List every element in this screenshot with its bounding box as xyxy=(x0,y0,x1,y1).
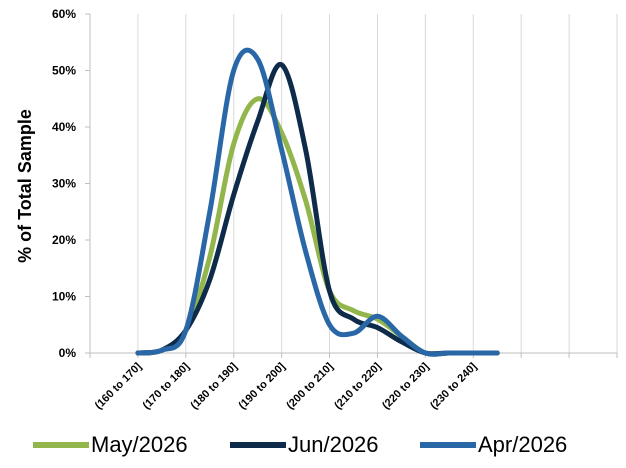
x-tick-label: (230 to 240] xyxy=(428,360,480,412)
vertical-gridlines xyxy=(137,14,618,353)
legend: May/2026 Jun/2026 Apr/2026 xyxy=(33,432,567,457)
x-axis-tick-labels: (160 to 170](170 to 180](180 to 190](190… xyxy=(93,360,480,412)
legend-label: Apr/2026 xyxy=(478,432,567,457)
series-line-3 xyxy=(135,47,500,357)
x-tick-label: (200 to 210] xyxy=(284,360,336,412)
axes xyxy=(85,13,618,358)
y-axis-label: % of Total Sample xyxy=(15,109,35,263)
x-tick-label: (210 to 220] xyxy=(332,360,384,412)
y-tick-label: 40% xyxy=(52,120,76,134)
y-tick-label: 50% xyxy=(52,64,76,78)
y-tick-label: 10% xyxy=(52,290,76,304)
x-tick-label: (160 to 170] xyxy=(93,360,145,412)
x-tick-label: (220 to 230] xyxy=(380,360,432,412)
legend-label: Jun/2026 xyxy=(288,432,379,457)
legend-label: May/2026 xyxy=(91,432,188,457)
y-tick-label: 60% xyxy=(52,7,76,21)
y-axis-tick-labels: 0% 10% 20% 30% 40% 50% 60% xyxy=(52,7,76,360)
y-tick-label: 0% xyxy=(59,346,77,360)
y-tick-label: 30% xyxy=(52,177,76,191)
series-lines xyxy=(135,47,500,357)
x-tick-label: (180 to 190] xyxy=(189,360,241,412)
x-tick-label: (170 to 180] xyxy=(141,360,193,412)
y-tick-label: 20% xyxy=(52,233,76,247)
x-tick-label: (190 to 200] xyxy=(236,360,288,412)
